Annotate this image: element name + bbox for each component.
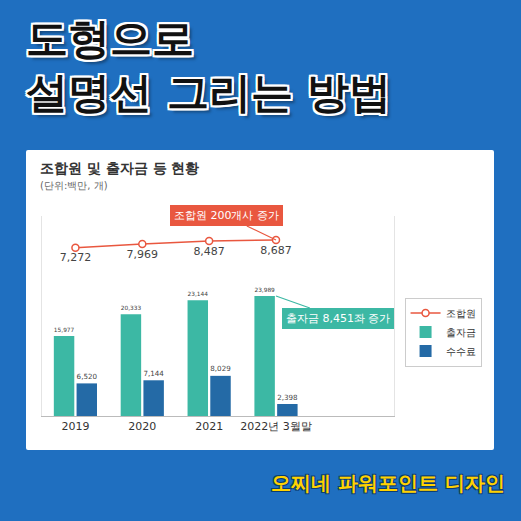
html-text:설명선 그리는 방법: 설명선 그리는 방법 xyxy=(26,68,392,117)
svg-text:조합원 200개사 증가: 조합원 200개사 증가 xyxy=(174,209,279,222)
svg-text:23,144: 23,144 xyxy=(188,291,209,297)
svg-text:2020: 2020 xyxy=(128,420,156,433)
svg-text:8,029: 8,029 xyxy=(210,364,231,373)
svg-text:2,398: 2,398 xyxy=(277,393,298,402)
svg-text:23,989: 23,989 xyxy=(254,287,275,293)
svg-text:수수료: 수수료 xyxy=(446,346,476,357)
svg-text:2019: 2019 xyxy=(61,420,89,433)
svg-text:15,977: 15,977 xyxy=(54,327,75,333)
svg-text:8,487: 8,487 xyxy=(193,245,225,258)
html-text:조합원 및 출자금 등 현황: 조합원 및 출자금 등 현황 xyxy=(40,160,200,176)
svg-text:20,333: 20,333 xyxy=(121,305,142,311)
svg-text:7,969: 7,969 xyxy=(127,248,159,261)
svg-text:8,687: 8,687 xyxy=(260,244,292,257)
html-text:오찌네 파워포인트 디자인: 오찌네 파워포인트 디자인 xyxy=(271,471,505,495)
svg-text:출자금: 출자금 xyxy=(446,327,476,338)
html-text:도형으로: 도형으로 xyxy=(26,14,194,63)
svg-text:2022년 3월말: 2022년 3월말 xyxy=(240,420,312,433)
svg-text:7,272: 7,272 xyxy=(60,251,92,264)
svg-text:조합원: 조합원 xyxy=(446,308,476,319)
svg-text:2021: 2021 xyxy=(195,420,223,433)
svg-text:6,520: 6,520 xyxy=(77,372,98,381)
html-text:(단위:백만, 개): (단위:백만, 개) xyxy=(40,180,108,191)
svg-text:7,144: 7,144 xyxy=(143,369,164,378)
svg-text:출자금 8,451좌 증가: 출자금 8,451좌 증가 xyxy=(286,312,390,325)
